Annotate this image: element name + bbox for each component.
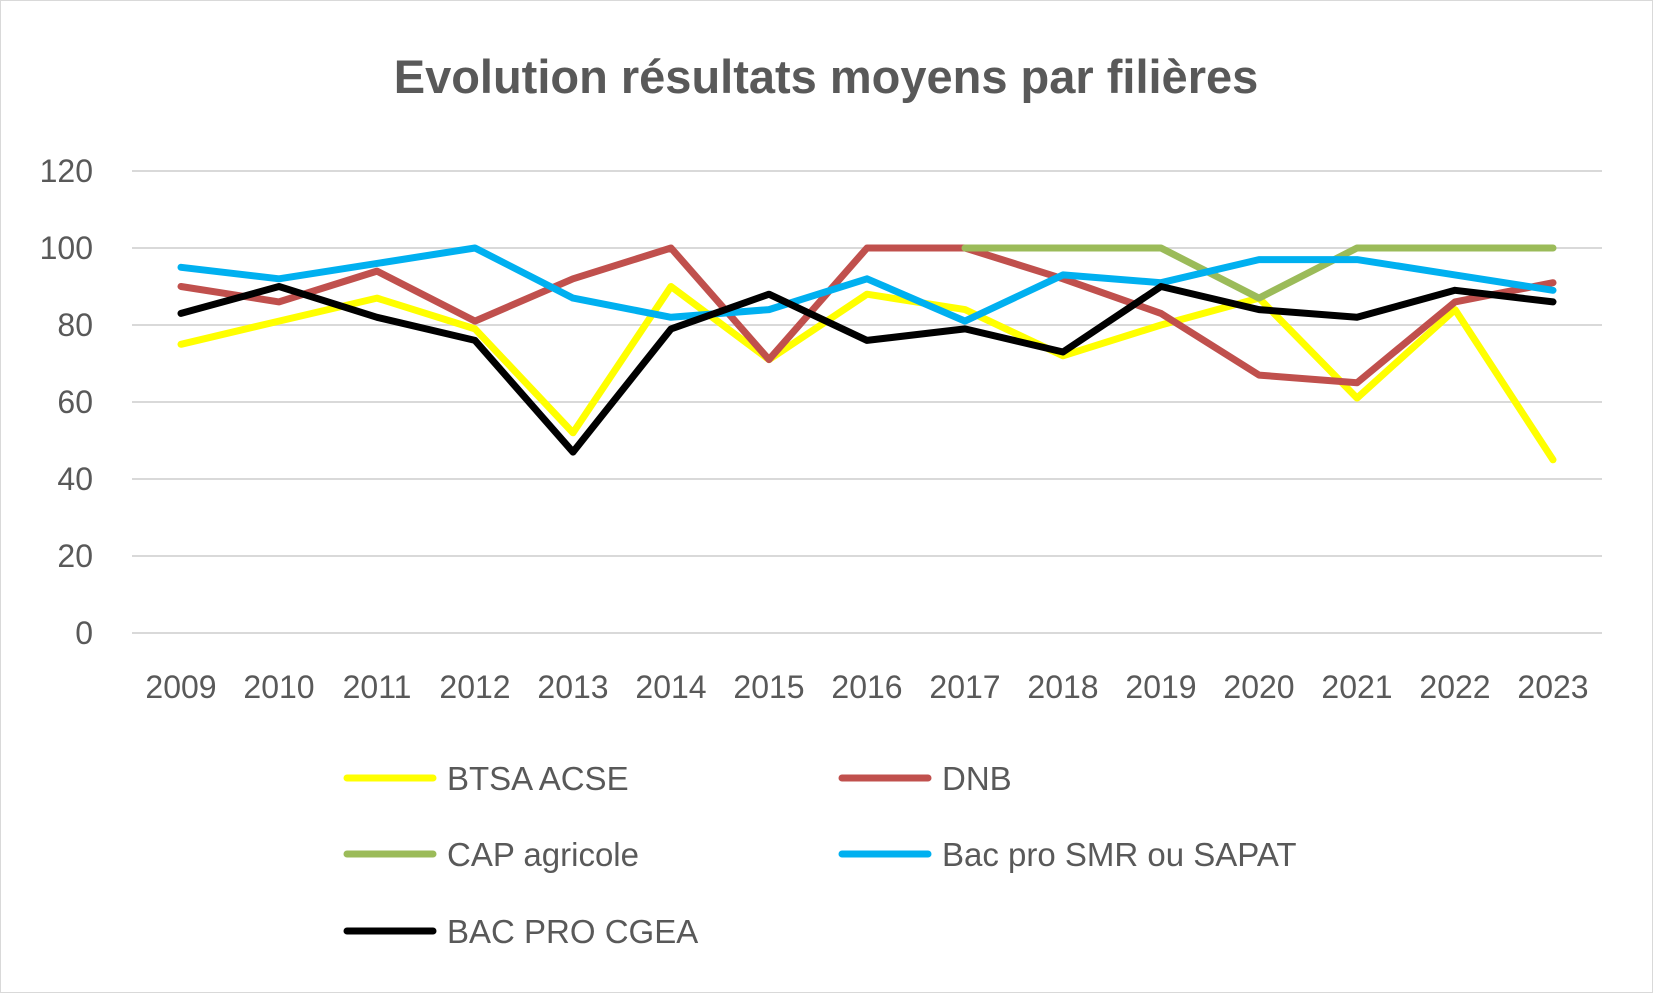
legend-label-btsa-acse: BTSA ACSE [447,760,629,797]
legend-label-bac-pro-cgea: BAC PRO CGEA [447,913,698,950]
x-tick-label: 2019 [1125,669,1196,705]
y-tick-label: 20 [57,538,93,574]
y-tick-label: 40 [57,461,93,497]
x-tick-label: 2021 [1321,669,1392,705]
x-tick-label: 2023 [1517,669,1588,705]
gridlines [132,170,1602,634]
x-tick-label: 2016 [831,669,902,705]
series-line-bac-pro-cgea [177,283,1557,456]
x-tick-label: 2018 [1027,669,1098,705]
series-line-cap-agricole [961,244,1557,302]
x-tick-label: 2012 [439,669,510,705]
y-tick-label: 80 [57,307,93,343]
y-tick-label: 120 [40,153,93,189]
series-line-bac-pro-smr-ou-sapat [177,244,1557,325]
chart-title: Evolution résultats moyens par filières [394,50,1259,103]
series-line-btsa-acse [177,283,1557,464]
x-tick-label: 2014 [635,669,706,705]
x-tick-label: 2009 [145,669,216,705]
x-tick-label: 2015 [733,669,804,705]
y-tick-label: 0 [75,615,93,651]
x-tick-label: 2011 [343,669,412,705]
legend-label-bac-pro-smr-ou-sapat: Bac pro SMR ou SAPAT [942,836,1297,873]
legend-label-dnb: DNB [942,760,1012,797]
x-tick-label: 2022 [1419,669,1490,705]
x-tick-label: 2010 [243,669,314,705]
x-tick-label: 2020 [1223,669,1294,705]
series-lines [177,244,1557,464]
legend: BTSA ACSE DNB CAP agricole Bac pro SMR ou S… [343,760,1297,950]
x-tick-label: 2017 [929,669,1000,705]
y-tick-label: 60 [57,384,93,420]
y-tick-label: 100 [40,230,93,266]
x-axis: 2009 2010 2011 2012 2013 2014 2015 2016 2017 2018… [145,669,1588,705]
y-axis: 0 20 40 60 80 100 120 [40,153,93,651]
legend-label-cap-agricole: CAP agricole [447,836,639,873]
series-line-dnb [177,244,1557,387]
x-tick-label: 2013 [537,669,608,705]
